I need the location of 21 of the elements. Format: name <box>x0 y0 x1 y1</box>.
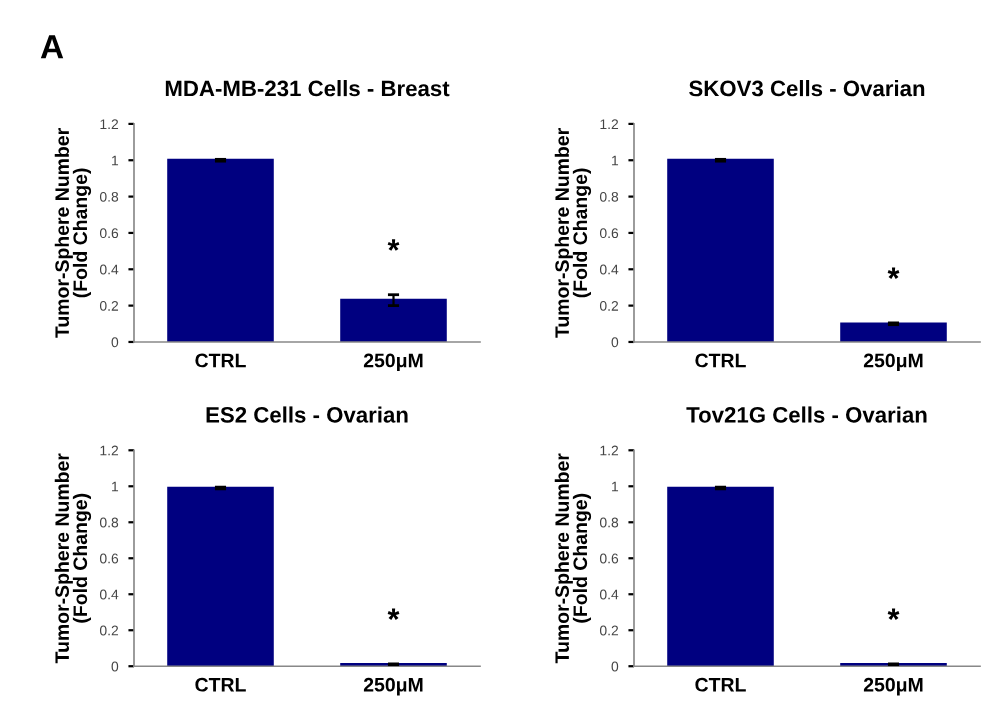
chart-title: MDA-MB-231 Cells - Breast <box>165 80 450 97</box>
x-tick-label: 250μM <box>863 353 923 372</box>
x-tick-label: CTRL <box>195 353 246 368</box>
x-tick-label: 250μM <box>363 677 423 696</box>
annotation: * <box>887 267 900 279</box>
annotation: * <box>387 608 400 620</box>
text: A <box>40 35 64 59</box>
y-axis-title: Tumor-Sphere Number (Fold Change) <box>54 453 92 664</box>
y-axis-title: Tumor-Sphere Number (Fold Change) <box>554 453 592 664</box>
x-tick-label: 250μM <box>363 353 423 372</box>
x-tick-label: CTRL <box>695 353 746 368</box>
chart-title: SKOV3 Cells - Ovarian <box>689 80 925 97</box>
annotation: * <box>887 608 900 620</box>
x-tick-label: CTRL <box>695 677 746 692</box>
x-tick-label: 250μM <box>863 677 923 696</box>
y-axis-title: Tumor-Sphere Number (Fold Change) <box>54 128 92 338</box>
chart-title: ES2 Cells - Ovarian <box>206 406 408 423</box>
x-tick-label: CTRL <box>195 677 246 692</box>
annotation: * <box>387 239 400 251</box>
chart-title: Tov21G Cells - Ovarian <box>686 406 927 423</box>
y-axis-title: Tumor-Sphere Number (Fold Change) <box>554 128 592 338</box>
